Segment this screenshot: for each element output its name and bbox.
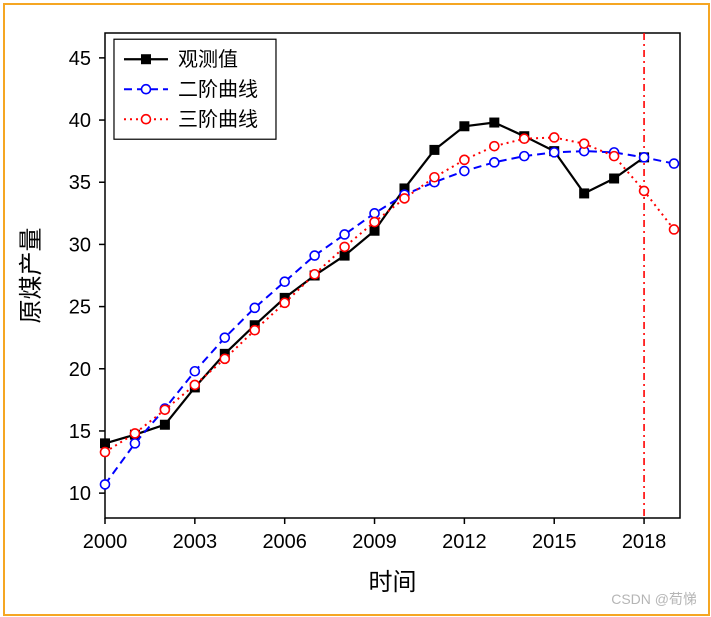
marker-cubic (520, 134, 529, 143)
marker-cubic (250, 326, 259, 335)
x-axis-label: 时间 (369, 569, 417, 596)
y-tick-label: 10 (69, 483, 91, 505)
marker-cubic (340, 242, 349, 251)
x-tick-label: 2003 (173, 531, 218, 553)
marker-quad (460, 167, 469, 176)
marker-cubic (190, 380, 199, 389)
marker-obs (489, 118, 499, 128)
marker-cubic (460, 155, 469, 164)
marker-cubic (490, 142, 499, 151)
marker-quad (550, 148, 559, 157)
outer-frame: 2000 2003 2006 2009 2012 2015 2018 10 15 20 25 30 35… (3, 3, 710, 616)
marker-cubic (400, 194, 409, 203)
marker-cubic (220, 354, 229, 363)
marker-quad (640, 153, 649, 162)
x-tick-label: 2012 (442, 531, 487, 553)
marker-quad (220, 333, 229, 342)
x-tick-label: 2000 (83, 531, 128, 553)
marker-cubic (160, 405, 169, 414)
marker-quad (190, 367, 199, 376)
marker-obs (459, 121, 469, 131)
legend-label-obs: 观测值 (178, 48, 238, 71)
legend-marker-cubic (141, 115, 150, 124)
y-tick-label: 45 (69, 48, 91, 70)
marker-cubic (310, 270, 319, 279)
y-tick-label: 20 (69, 359, 91, 381)
x-tick-label: 2006 (262, 531, 307, 553)
marker-quad (250, 303, 259, 312)
marker-quad (490, 158, 499, 167)
marker-quad (130, 439, 139, 448)
marker-obs (609, 174, 619, 184)
y-tick-label: 15 (69, 421, 91, 443)
marker-cubic (101, 448, 110, 457)
marker-quad (101, 480, 110, 489)
marker-quad (310, 251, 319, 260)
marker-quad (670, 159, 679, 168)
marker-quad (520, 152, 529, 161)
marker-cubic (130, 429, 139, 438)
marker-cubic (580, 139, 589, 148)
watermark: CSDN @荀悌 (611, 589, 697, 609)
y-tick-label: 40 (69, 110, 91, 132)
marker-cubic (610, 152, 619, 161)
marker-obs (579, 188, 589, 198)
x-tick-label: 2009 (352, 531, 397, 553)
marker-quad (370, 209, 379, 218)
marker-cubic (370, 218, 379, 227)
x-tick-label: 2015 (532, 531, 577, 553)
y-axis-label: 原煤产量 (18, 228, 45, 324)
y-tick-label: 35 (69, 172, 91, 194)
marker-quad (280, 277, 289, 286)
y-tick-label: 30 (69, 234, 91, 256)
legend-marker-obs (141, 54, 151, 64)
marker-obs (429, 145, 439, 155)
legend-marker-quad (141, 85, 150, 94)
chart-svg: 2000 2003 2006 2009 2012 2015 2018 10 15 20 25 30 35… (5, 5, 708, 614)
marker-obs (160, 420, 170, 430)
y-tick-label: 25 (69, 297, 91, 319)
marker-quad (340, 230, 349, 239)
marker-cubic (550, 133, 559, 142)
legend-label-quad: 二阶曲线 (178, 78, 258, 101)
x-tick-label: 2018 (622, 531, 667, 553)
marker-cubic (430, 173, 439, 182)
marker-cubic (670, 225, 679, 234)
marker-cubic (640, 186, 649, 195)
legend-label-cubic: 三阶曲线 (178, 108, 258, 131)
marker-cubic (280, 298, 289, 307)
